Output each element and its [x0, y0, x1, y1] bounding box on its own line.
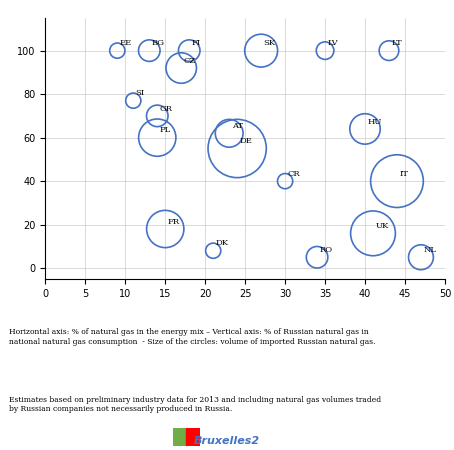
Text: LT: LT — [391, 39, 402, 47]
Point — [321, 47, 329, 54]
Point — [153, 112, 161, 119]
Text: DK: DK — [216, 239, 229, 248]
Point — [393, 177, 400, 184]
Point — [385, 47, 393, 54]
Text: Bruxelles2: Bruxelles2 — [194, 436, 260, 446]
Text: LV: LV — [327, 39, 338, 47]
Text: HU: HU — [367, 117, 382, 126]
Point — [417, 254, 424, 261]
Text: PL: PL — [160, 126, 171, 135]
Text: GR: GR — [160, 104, 173, 112]
Point — [153, 134, 161, 141]
Text: IT: IT — [400, 170, 409, 178]
Text: UK: UK — [375, 222, 389, 230]
Point — [178, 64, 185, 72]
Point — [210, 247, 217, 254]
Point — [281, 177, 289, 184]
Point — [114, 47, 121, 54]
Point — [257, 47, 265, 54]
Text: NL: NL — [423, 246, 436, 254]
Point — [162, 225, 169, 233]
Text: RO: RO — [320, 246, 333, 254]
Point — [226, 130, 233, 137]
Text: Estimates based on preliminary industry data for 2013 and including natural gas : Estimates based on preliminary industry … — [9, 396, 381, 413]
Text: DE: DE — [240, 137, 252, 145]
Text: CR: CR — [287, 170, 300, 178]
Text: SK: SK — [263, 39, 276, 47]
Point — [146, 47, 153, 54]
Point — [186, 47, 193, 54]
Point — [233, 145, 241, 152]
Point — [370, 230, 377, 237]
Bar — [173, 428, 185, 446]
Text: EE: EE — [120, 39, 132, 47]
Point — [361, 125, 369, 132]
Point — [313, 254, 321, 261]
Text: FR: FR — [168, 218, 180, 226]
Text: SI: SI — [136, 90, 145, 97]
Point — [130, 97, 137, 104]
Bar — [186, 428, 200, 446]
Text: Horizontal axis: % of natural gas in the energy mix – Vertical axis: % of Russia: Horizontal axis: % of natural gas in the… — [9, 328, 375, 346]
Text: FI: FI — [192, 39, 201, 47]
Text: AT: AT — [232, 122, 243, 130]
Text: BG: BG — [152, 39, 165, 47]
Text: CZ: CZ — [183, 57, 196, 65]
